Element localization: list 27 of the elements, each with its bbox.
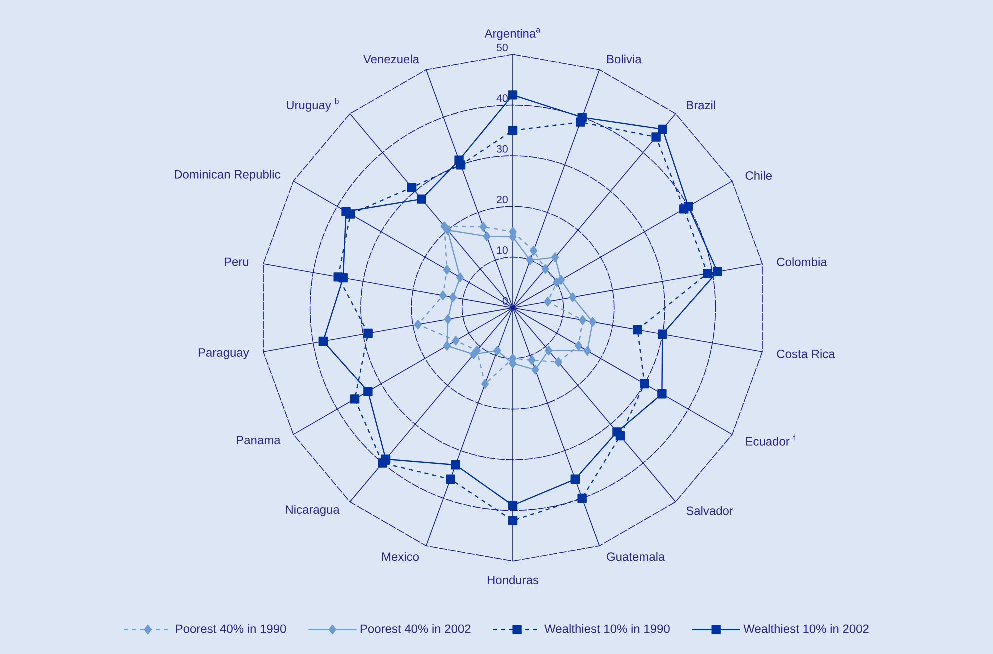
spoke-label: Paraguay — [198, 348, 250, 360]
spoke-label: Colombia — [777, 258, 828, 266]
spoke-label: Ecuador $^{f}$ — [746, 434, 796, 446]
spoke-label: Guatemala — [607, 552, 666, 562]
spoke-label: Mexico — [382, 552, 420, 562]
spoke-label: Venezuela — [364, 54, 420, 64]
spoke-label: Chile — [746, 171, 772, 180]
spoke-label: Dominican Republic — [175, 170, 280, 182]
y-tick-label: 10 — [497, 246, 508, 254]
legend-label: Poorest 40% in 2002 — [360, 624, 471, 634]
spoke-label: Honduras — [488, 576, 539, 584]
y-tick-label: 30 — [496, 145, 508, 153]
spoke-label: Nicaragua — [286, 505, 340, 516]
spoke-label: Costa Rica — [777, 350, 836, 358]
spoke-label: Uruguay $^{b}$ — [287, 98, 339, 112]
legend-label: Wealthiest 10% in 1990 — [544, 624, 670, 634]
legend-label: Poorest 40% in 1990 — [176, 624, 286, 634]
spoke-label: Salvador — [686, 506, 734, 516]
y-tick-label: 40 — [496, 94, 508, 102]
spoke-label: Panama — [237, 436, 281, 445]
y-tick-label: 50 — [496, 44, 508, 52]
spoke-label: Brazil — [687, 100, 716, 110]
spoke-label: Peru — [224, 258, 249, 266]
y-tick-label: 20 — [497, 196, 508, 204]
spoke-label: Argentina$^{a}$ — [484, 28, 541, 40]
legend-label: Wealthiest 10% in 2002 — [744, 624, 869, 634]
spoke-label: Bolivia — [607, 54, 642, 64]
